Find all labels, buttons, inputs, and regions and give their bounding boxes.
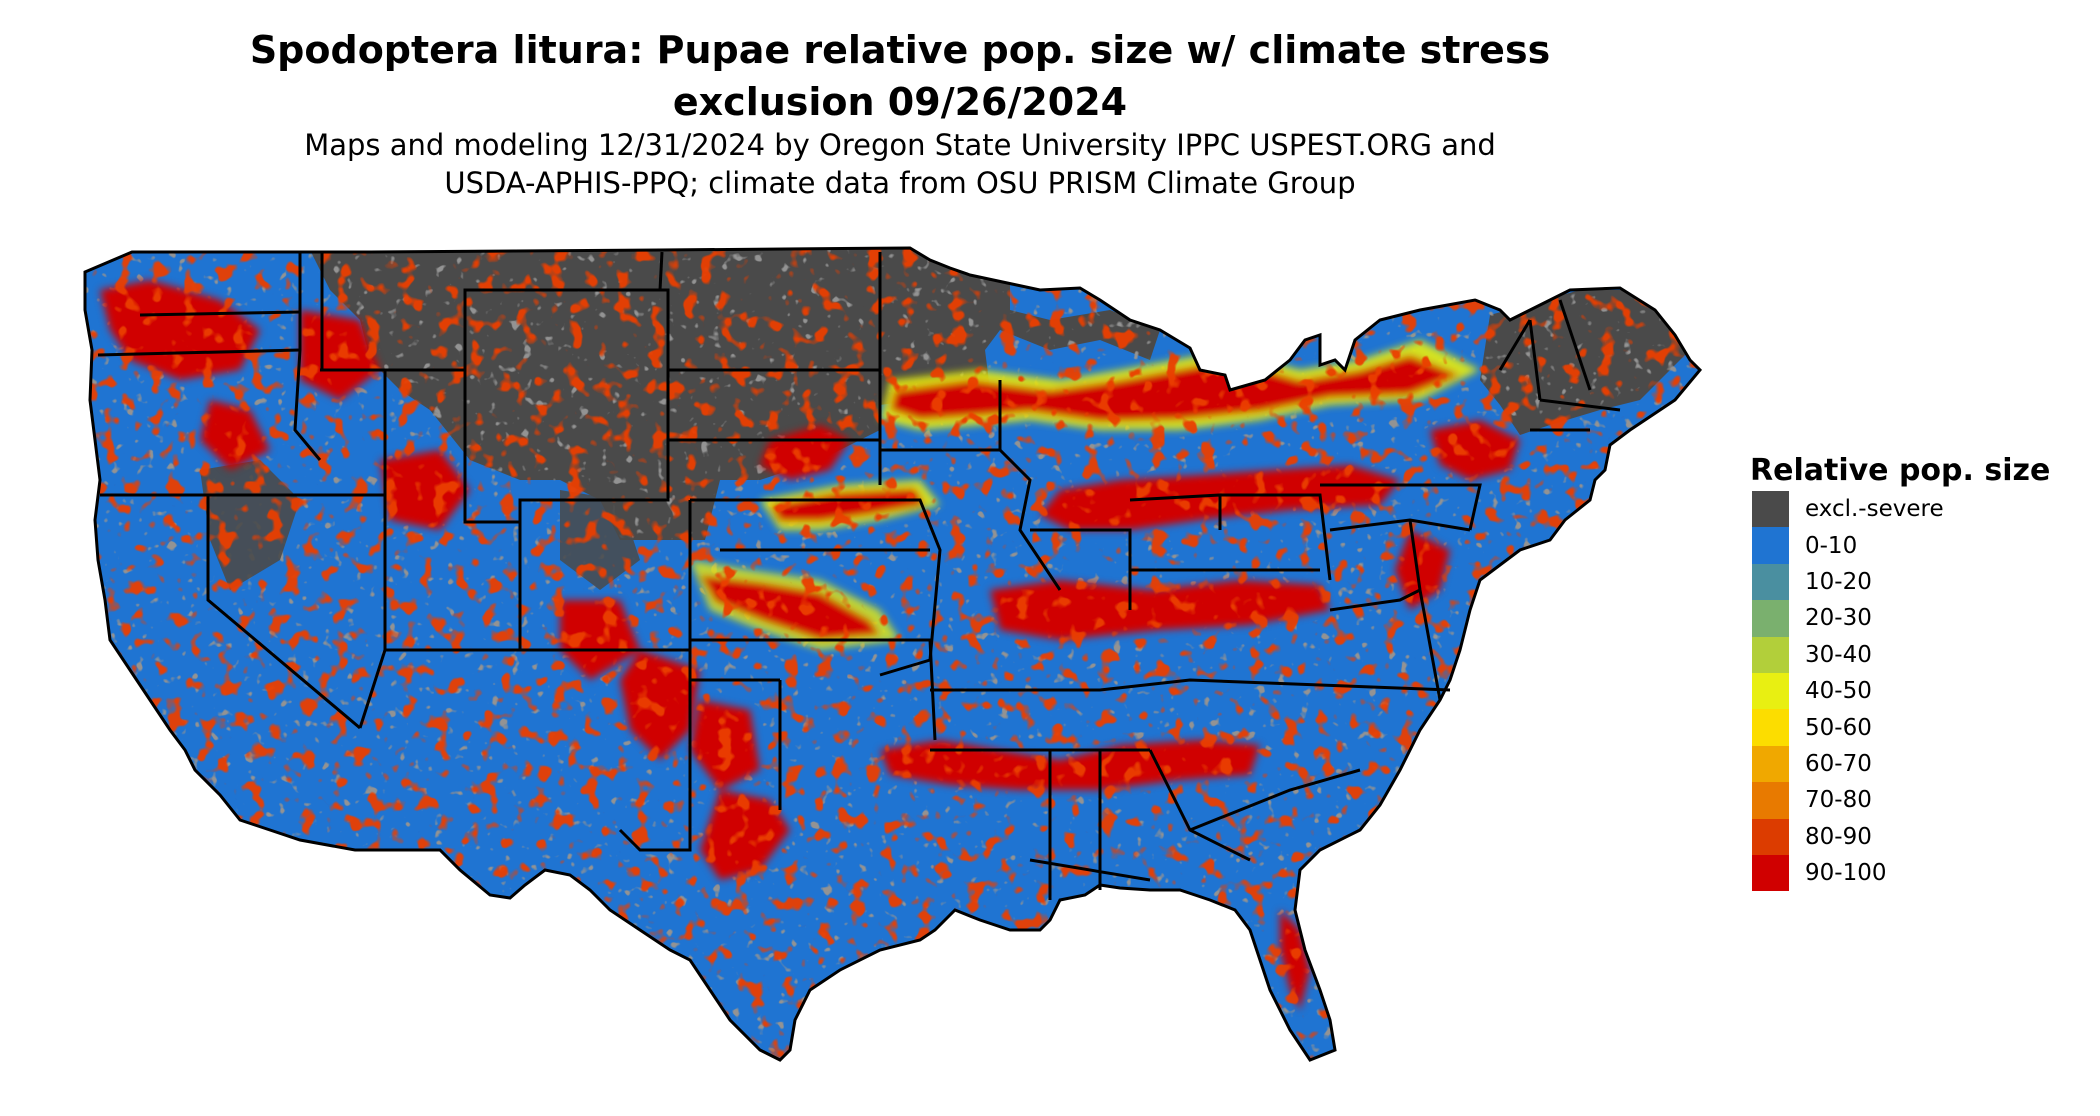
legend-label: 20-30 <box>1805 605 1872 632</box>
legend-item: 70-80 <box>1750 782 2090 819</box>
legend-item: 80-90 <box>1750 818 2090 855</box>
legend-item: excl.-severe <box>1750 491 2090 528</box>
legend-label: 40-50 <box>1805 678 1872 705</box>
title-line-2: exclusion 09/26/2024 <box>672 80 1128 124</box>
legend-label: 0-10 <box>1805 532 1858 559</box>
legend-label: 60-70 <box>1805 750 1872 777</box>
legend-title: Relative pop. size <box>1750 453 2051 488</box>
legend-swatch <box>1752 527 1789 564</box>
legend-swatch <box>1752 672 1789 710</box>
legend-swatch <box>1752 600 1789 637</box>
us-map <box>83 246 1702 1062</box>
legend-swatch <box>1752 782 1789 819</box>
state-borders <box>83 246 1702 1062</box>
legend-swatch <box>1752 563 1789 601</box>
legend-item: 30-40 <box>1750 636 2090 673</box>
legend-swatch <box>1752 818 1789 855</box>
legend-items: excl.-severe 0-10 10-20 20-30 30-40 40-50 50-6… <box>1750 491 2090 892</box>
legend-label: 50-60 <box>1805 714 1872 741</box>
legend-label: 70-80 <box>1805 787 1872 814</box>
map-subtitle: Maps and modeling 12/31/2024 by Oregon S… <box>200 126 1600 202</box>
legend: Relative pop. size excl.-severe 0-10 10-20… <box>1750 451 2090 892</box>
legend-swatch <box>1752 709 1789 746</box>
title-line-1: Spodoptera litura: Pupae relative pop. s… <box>249 28 1551 72</box>
legend-item: 0-10 <box>1750 527 2090 564</box>
legend-item: 20-30 <box>1750 600 2090 637</box>
legend-swatch <box>1752 745 1789 783</box>
legend-item: 40-50 <box>1750 672 2090 710</box>
subtitle-line-2: USDA-APHIS-PPQ; climate data from OSU PR… <box>444 166 1356 200</box>
legend-item: 50-60 <box>1750 709 2090 746</box>
map-title: Spodoptera litura: Pupae relative pop. s… <box>200 24 1600 128</box>
legend-label: excl.-severe <box>1805 496 1944 523</box>
legend-item: 60-70 <box>1750 745 2090 783</box>
legend-label: 30-40 <box>1805 641 1872 668</box>
legend-label: 90-100 <box>1805 860 1887 887</box>
subtitle-line-1: Maps and modeling 12/31/2024 by Oregon S… <box>304 128 1496 162</box>
legend-label: 10-20 <box>1805 568 1872 595</box>
legend-swatch <box>1752 854 1789 892</box>
legend-swatch <box>1752 491 1789 528</box>
legend-label: 80-90 <box>1805 823 1872 850</box>
legend-swatch <box>1752 636 1789 673</box>
legend-item: 10-20 <box>1750 563 2090 601</box>
legend-item: 90-100 <box>1750 854 2090 892</box>
map-raster <box>85 248 1700 1060</box>
